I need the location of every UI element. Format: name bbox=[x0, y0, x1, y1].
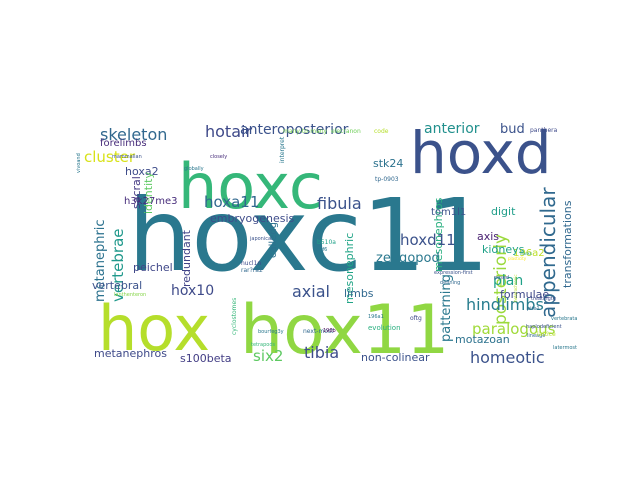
cloud-word: posed bbox=[494, 275, 509, 281]
cloud-word: tibia bbox=[304, 343, 339, 362]
cloud-word: cluster bbox=[84, 148, 136, 166]
cloud-word: gdf6 bbox=[316, 247, 327, 253]
cloud-word: lattice bbox=[537, 331, 556, 338]
cloud-word: flanks bbox=[520, 251, 532, 256]
cloud-word: defining bbox=[440, 280, 460, 286]
cloud-word: hox bbox=[98, 292, 210, 365]
cloud-word: paralogous bbox=[472, 320, 556, 338]
cloud-word: panthera bbox=[530, 127, 558, 134]
cloud-word: next-most bbox=[303, 328, 334, 335]
cloud-word: mammalian bbox=[112, 154, 142, 160]
cloud-word: homeotic bbox=[470, 348, 545, 367]
cloud-word: digit bbox=[491, 205, 516, 218]
cloud-word: tetrapods bbox=[251, 342, 276, 348]
cloud-word: 196a2 bbox=[513, 248, 545, 259]
cloud-word: bourfeg3y bbox=[258, 329, 284, 335]
cloud-word: hox10 bbox=[171, 283, 214, 299]
cloud-word: embryogenesis bbox=[210, 212, 295, 225]
cloud-word: closely bbox=[210, 154, 227, 160]
cloud-word: axial bbox=[292, 282, 330, 301]
cloud-word: limbs bbox=[344, 287, 374, 300]
cloud-word: peichel bbox=[133, 261, 173, 274]
cloud-word: expression-first bbox=[434, 270, 473, 276]
cloud-word: axis bbox=[477, 230, 499, 243]
cloud-word: hoxa2 bbox=[125, 165, 159, 178]
cloud-word: pitx1 bbox=[527, 306, 540, 312]
cloud-word: transformations bbox=[561, 200, 574, 288]
cloud-word: vivoand bbox=[76, 153, 82, 173]
cloud-word: h3k27me3 bbox=[124, 196, 177, 207]
cloud-word: plasticity bbox=[508, 256, 527, 261]
cloud-word: nucl1n bbox=[241, 260, 261, 267]
cloud-word: hoxc bbox=[178, 150, 323, 223]
cloud-word: elecranon bbox=[331, 128, 361, 135]
cloud-word: hoxd11 bbox=[400, 231, 456, 249]
cloud-word: rar?ra2 bbox=[241, 267, 263, 274]
cloud-word: hoxc11 bbox=[128, 177, 489, 294]
cloud-word: anterior bbox=[424, 121, 480, 137]
cloud-word: redundant bbox=[180, 229, 193, 287]
cloud-word: vertebral bbox=[92, 279, 142, 292]
cloud-word: 196a1 bbox=[368, 314, 384, 320]
cloud-word: six2 bbox=[253, 347, 283, 365]
cloud-word: zeugopod bbox=[376, 251, 440, 266]
cloud-word: stk24 bbox=[373, 157, 403, 170]
cloud-word: lineage bbox=[527, 333, 545, 339]
cloud-word: hox11 bbox=[240, 291, 449, 370]
cloud-word: evolution bbox=[368, 324, 401, 332]
cloud-word: hindlimbs bbox=[466, 295, 544, 314]
cloud-word: treatingtg bbox=[531, 296, 556, 302]
cloud-word: vertebrata bbox=[551, 316, 577, 322]
cloud-word: forelimbs bbox=[100, 138, 147, 149]
cloud-word: cyclostomes bbox=[231, 298, 238, 335]
cloud-word: haplodeficient bbox=[526, 324, 562, 330]
cloud-word: metanephric bbox=[93, 219, 108, 302]
cloud-word: 196b bbox=[323, 328, 336, 334]
cloud-word: non-colinear bbox=[361, 351, 430, 364]
cloud-word: globally bbox=[184, 166, 204, 172]
cloud-word: hoxa11 bbox=[204, 193, 259, 211]
cloud-word: patterning bbox=[439, 274, 454, 342]
cloud-word: s100beta bbox=[180, 352, 232, 365]
cloud-word: metanephros bbox=[94, 347, 167, 360]
cloud-word: skeleton bbox=[100, 125, 167, 144]
cloud-word: hoxd bbox=[410, 119, 552, 187]
cloud-word: latermost bbox=[553, 345, 577, 351]
cloud-word: mesonephros bbox=[432, 197, 445, 272]
cloud-word: hotair bbox=[205, 122, 252, 141]
cloud-word: tom1l1 bbox=[431, 207, 466, 218]
cloud-word: anteroposterior bbox=[240, 122, 349, 138]
cloud-word: motazoan bbox=[455, 333, 510, 346]
cloud-word: calledg bbox=[268, 222, 279, 258]
cloud-word: japonica bbox=[249, 236, 271, 242]
cloud-word: mesonephric bbox=[343, 233, 356, 304]
cloud-word: bud bbox=[500, 122, 525, 137]
cloud-word: oftg bbox=[410, 315, 422, 322]
cloud-word: posteriorly bbox=[491, 234, 511, 325]
cloud-word: appendicular bbox=[536, 187, 560, 318]
cloud-word: plan bbox=[493, 273, 523, 289]
cloud-word: lanthenteron bbox=[114, 292, 146, 298]
cloud-word: b510a bbox=[317, 239, 336, 246]
cloud-word: code bbox=[374, 128, 389, 135]
cloud-word: tp-0903 bbox=[375, 176, 399, 183]
cloud-word: interpret bbox=[279, 136, 286, 163]
cloud-word: heterochronic bbox=[513, 274, 518, 302]
cloud-word: fibula bbox=[317, 194, 362, 213]
cloud-word: sacral bbox=[130, 176, 143, 209]
cloud-word: formulae bbox=[500, 288, 549, 301]
cloud-word: vertebrae bbox=[109, 229, 127, 303]
cloud-word: identity bbox=[142, 172, 155, 214]
cloud-word: kidneys bbox=[482, 243, 525, 256]
cloud-word: many-to-many bbox=[283, 128, 328, 135]
